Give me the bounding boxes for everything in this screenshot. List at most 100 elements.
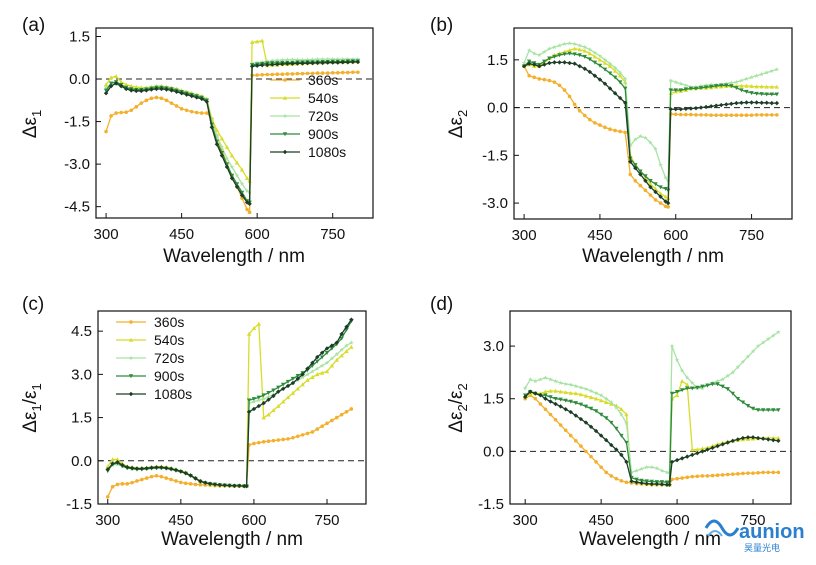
data-point: [669, 459, 675, 465]
data-point: [572, 46, 577, 51]
data-point: [193, 482, 198, 487]
data-point: [547, 56, 552, 61]
data-point: [557, 60, 562, 65]
data-point: [562, 41, 567, 46]
data-point: [614, 447, 619, 452]
data-point: [587, 57, 593, 62]
data-point: [709, 113, 713, 118]
data-point: [344, 324, 349, 330]
data-point: [339, 331, 344, 337]
data-point: [624, 480, 629, 485]
data-point: [573, 401, 579, 406]
data-point: [674, 393, 680, 397]
data-point: [198, 479, 203, 484]
data-point: [256, 397, 262, 403]
y-tick-label: 3.0: [71, 366, 92, 383]
data-point: [698, 86, 704, 91]
data-point: [729, 84, 734, 89]
data-point: [134, 88, 139, 94]
data-point: [207, 481, 213, 487]
data-point: [720, 377, 725, 382]
data-point: [744, 89, 749, 94]
legend-label-360s: 360s: [154, 314, 184, 330]
data-point: [587, 51, 593, 56]
data-point: [588, 424, 594, 429]
data-point: [764, 70, 769, 75]
data-point: [522, 394, 528, 400]
data-point: [658, 185, 663, 190]
data-point: [104, 129, 108, 134]
data-point: [103, 82, 109, 87]
data-point: [219, 144, 225, 150]
data-point: [553, 388, 558, 393]
data-point: [315, 427, 320, 431]
data-point: [108, 81, 114, 86]
data-point: [609, 420, 614, 425]
data-point: [229, 153, 235, 158]
data-point: [249, 39, 255, 44]
data-point: [290, 380, 296, 386]
data-point: [602, 57, 608, 62]
legend-label-900s: 900s: [308, 126, 338, 142]
data-point: [666, 205, 670, 209]
data-point: [271, 388, 276, 393]
x-tick-label: 750: [315, 512, 340, 529]
data-point: [557, 83, 562, 88]
data-point: [533, 391, 538, 396]
data-point: [567, 51, 572, 56]
data-point: [623, 86, 628, 91]
data-point: [679, 456, 685, 461]
data-point: [760, 340, 766, 345]
data-point: [708, 84, 714, 89]
y-tick-label: -1.5: [66, 496, 92, 513]
data-point: [315, 354, 320, 360]
data-point: [290, 72, 295, 76]
data-point: [537, 64, 542, 69]
data-point: [766, 470, 771, 475]
data-point: [643, 135, 648, 140]
data-point: [725, 373, 730, 378]
data-point: [588, 406, 594, 411]
series-540s: [522, 378, 781, 487]
legend-marker-900s: [128, 374, 134, 379]
data-point: [766, 408, 771, 413]
data-point: [552, 54, 557, 59]
legend-label-540s: 540s: [154, 332, 184, 348]
data-point: [528, 389, 533, 394]
data-point: [260, 62, 265, 68]
data-point: [597, 77, 603, 82]
data-point: [749, 74, 754, 80]
data-point: [562, 60, 567, 65]
data-point: [188, 473, 193, 478]
data-point: [607, 61, 613, 66]
data-point: [285, 395, 291, 400]
data-point: [622, 76, 628, 81]
data-point: [730, 438, 735, 444]
data-point: [168, 466, 174, 472]
data-point: [730, 391, 735, 396]
data-point: [324, 360, 330, 365]
data-point: [179, 91, 184, 96]
data-point: [547, 60, 552, 66]
legend-marker-360s: [129, 320, 133, 324]
data-point: [174, 479, 178, 483]
data-point: [543, 396, 548, 401]
data-point: [633, 137, 638, 142]
data-point: [739, 78, 744, 83]
data-point: [169, 101, 174, 105]
panel-d: (d) 300 450 600 750 3.0 1.5 0.0 -1.5 Wavelength…: [430, 294, 792, 550]
data-point: [275, 62, 280, 67]
series-layer-b: [521, 40, 780, 209]
data-point: [276, 389, 281, 394]
data-point: [562, 52, 567, 57]
series-900s: [521, 51, 780, 193]
legend-marker-1080s: [282, 149, 288, 155]
data-point: [593, 428, 599, 434]
data-point: [199, 111, 204, 115]
data-point: [713, 84, 719, 89]
series-layer-d: [522, 329, 781, 487]
data-point: [729, 80, 734, 85]
data-point: [695, 447, 700, 452]
data-point: [577, 64, 582, 69]
data-point: [683, 106, 689, 112]
